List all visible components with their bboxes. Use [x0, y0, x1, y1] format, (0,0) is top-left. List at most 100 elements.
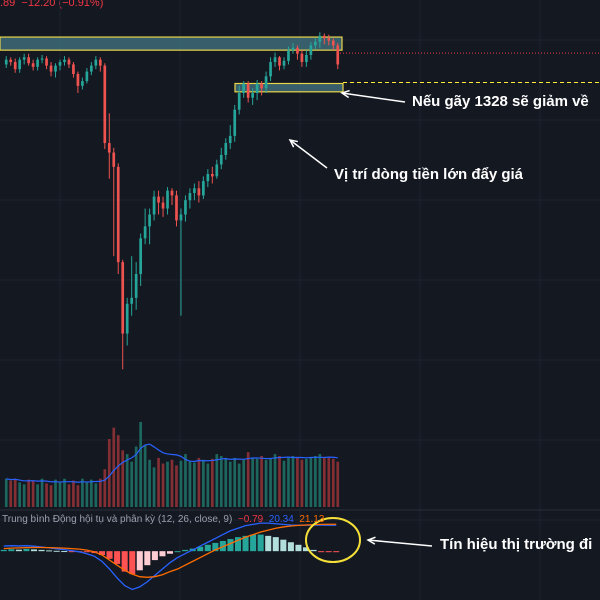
candle-body [300, 53, 304, 63]
macd-histogram-bar [204, 544, 211, 552]
macd-histogram-bar [23, 548, 30, 552]
macd-histogram-bar [0, 549, 7, 552]
volume-bar [76, 485, 80, 507]
volume-bar [148, 459, 151, 507]
candle-body [27, 57, 30, 64]
candle-body [282, 60, 286, 66]
macd-histogram-bar [174, 551, 181, 553]
candle-body [90, 65, 93, 72]
volume-bar [251, 457, 254, 507]
macd-histogram-bar [302, 547, 310, 552]
candle-body [318, 35, 322, 42]
candle-body [134, 274, 138, 298]
candle-body [264, 76, 268, 89]
candle-body [125, 303, 129, 334]
macd-panel [0, 517, 361, 591]
candle-body [107, 143, 111, 153]
candle-body [49, 65, 53, 72]
macd-signal-value: 21.13 [299, 514, 325, 525]
volume-bar [103, 469, 107, 507]
candle-body [206, 173, 210, 182]
macd-hist-value: −0.79 [237, 514, 264, 525]
candle-body [215, 164, 219, 177]
macd-histogram-bar [136, 551, 143, 571]
macd-histogram-bar [182, 549, 189, 552]
candle-body [157, 196, 160, 203]
price-zones [0, 36, 344, 93]
volume-bar [27, 479, 30, 507]
volume-bar [322, 456, 326, 507]
macd-histogram-bar [68, 551, 75, 553]
volume-bar [233, 457, 237, 507]
macd-histogram-bar [227, 539, 234, 552]
macd-histogram-bar [234, 537, 242, 552]
candle-body [116, 166, 120, 263]
volume-bar [273, 454, 277, 507]
volume-bar [112, 427, 116, 507]
candle-body [4, 59, 8, 65]
macd-histogram-bar [15, 549, 22, 552]
candle-body [40, 58, 44, 60]
macd-histogram-bar [121, 551, 128, 572]
candle-body [31, 63, 35, 67]
volume-bar [242, 459, 246, 507]
macd-histogram-bar [212, 542, 219, 552]
volume-bar [18, 482, 22, 507]
volume-bar [269, 457, 272, 507]
volume-bar [45, 483, 48, 507]
macd-histogram-bar [265, 535, 272, 552]
arrow-money-flow-head [288, 138, 298, 148]
candle-body [166, 190, 169, 209]
volume-bar [36, 484, 39, 507]
candle-body [67, 59, 71, 65]
candle-body [94, 59, 98, 66]
volume-bar [264, 459, 268, 507]
macd-legend: Trung bình Động hội tụ và phân kỳ (12, 2… [2, 514, 324, 525]
header-change-value: −12.20 (−0.91%) [21, 0, 104, 9]
macd-histogram-bar [8, 549, 15, 552]
macd-histogram-bar [53, 550, 60, 552]
volume-bar [54, 479, 57, 507]
macd-histogram-bar [242, 535, 249, 552]
candle-body [22, 57, 26, 60]
macd-histogram-bar [280, 539, 287, 552]
candle-body [210, 173, 214, 177]
candle-body [112, 152, 116, 167]
volume-bar [318, 454, 322, 507]
annotation-arrows [288, 89, 433, 547]
macd-histogram-bar [61, 551, 68, 553]
macd-histogram-bar [318, 551, 325, 553]
candle-body [72, 64, 75, 74]
macd-signal-line [3, 523, 337, 578]
candle-body [143, 226, 147, 239]
volume-bar [31, 480, 35, 507]
candle-body [121, 262, 125, 334]
candle-body [193, 188, 196, 194]
macd-histogram-bar [129, 551, 136, 575]
candle-body [305, 54, 308, 63]
candle-body [85, 71, 89, 82]
annotation-breakdown: Nếu gãy 1328 sẽ giảm về [412, 93, 589, 110]
candle-body [58, 62, 62, 66]
candle-body [98, 59, 102, 66]
volume-bar [13, 478, 17, 507]
macd-histogram-bar [46, 550, 53, 552]
macd-histogram-bar [106, 551, 113, 559]
macd-histogram-bar [333, 551, 340, 553]
arrow-market-signal-head [366, 536, 376, 545]
candle-body [161, 202, 165, 209]
candle-body [219, 154, 223, 165]
candle-body [197, 188, 201, 196]
volume-bar [58, 482, 62, 507]
volume-bar [224, 457, 228, 507]
candle-body [36, 59, 39, 67]
arrow-breakdown-head [340, 89, 350, 99]
header-price-change: .89 −12.20 (−0.91%) [0, 0, 103, 9]
volume-bar [134, 446, 138, 507]
volume-bar [9, 480, 13, 507]
volume-bar [237, 463, 241, 507]
support-zone [234, 82, 344, 93]
macd-histogram-bar [166, 551, 174, 554]
